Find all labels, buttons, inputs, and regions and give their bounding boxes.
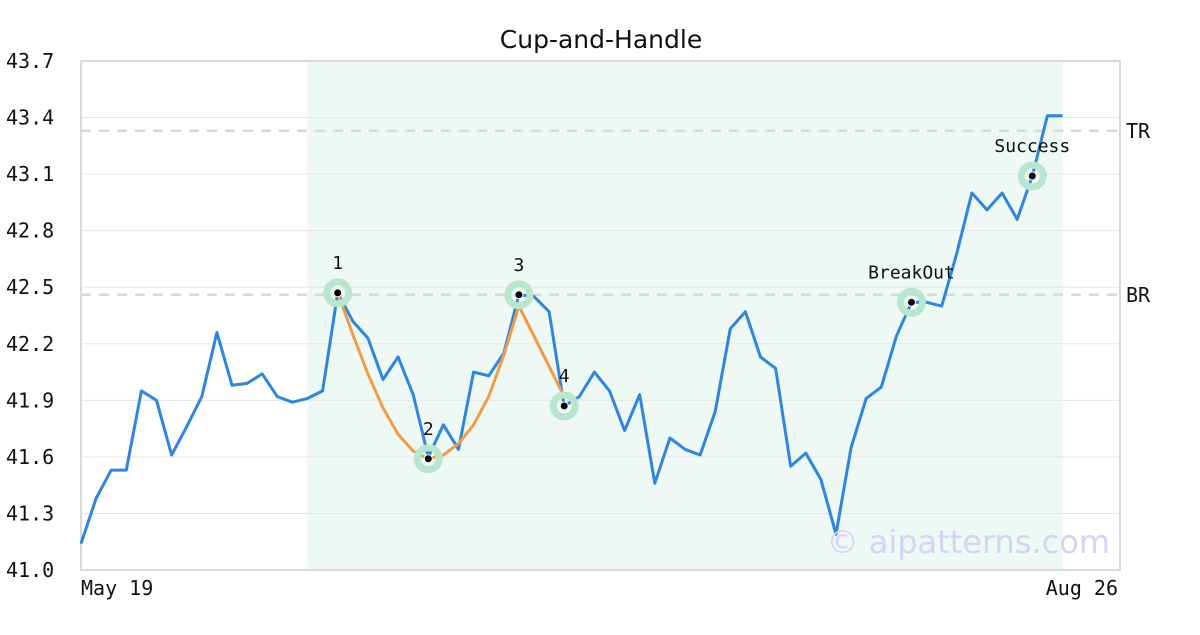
chart-title: Cup-and-Handle [500,25,702,54]
pivot-marker-dot [1027,171,1037,181]
pivot-marker-ring [323,278,353,308]
pivot-marker-ring [1017,161,1047,191]
pivot-marker-dot [423,454,433,464]
y-tick-label: 41.0 [6,558,54,582]
annotation-label: 3 [513,255,524,276]
pivot-marker-dot [559,401,569,411]
pivot-marker-dot [907,297,916,307]
pivot-marker-ring [897,287,926,317]
y-tick-label: 41.6 [6,445,54,469]
pivot-marker-ring [413,444,443,474]
annotation-label: 2 [423,419,434,440]
level-label-br: BR [1126,283,1151,307]
cup-curve [336,292,566,461]
annotation-label: 1 [332,253,343,274]
y-tick-label: 43.1 [6,162,54,186]
pattern-region [307,61,1063,570]
y-tick-label: 41.3 [6,501,54,525]
pivot-marker-dot [514,290,524,300]
plot-frame [80,60,1121,571]
annotation-label: Success [994,136,1070,157]
x-tick-label-end: Aug 26 [1046,576,1118,600]
level-label-tr: TR [1126,119,1151,143]
pivot-marker-ring [549,391,579,421]
y-tick-label: 42.5 [6,275,54,299]
watermark: © aipatterns.com [827,523,1110,561]
y-tick-label: 43.4 [6,106,54,130]
y-tick-label: 42.8 [6,219,54,243]
annotation-label: BreakOut [868,262,955,283]
y-tick-label: 41.9 [6,388,54,412]
x-tick-label-start: May 19 [81,576,153,600]
y-tick-label: 43.7 [6,49,54,73]
pivot-marker-ring [504,280,534,310]
y-tick-label: 42.2 [6,332,54,356]
annotation-label: 4 [559,366,570,387]
pivot-marker-dot [333,288,343,298]
